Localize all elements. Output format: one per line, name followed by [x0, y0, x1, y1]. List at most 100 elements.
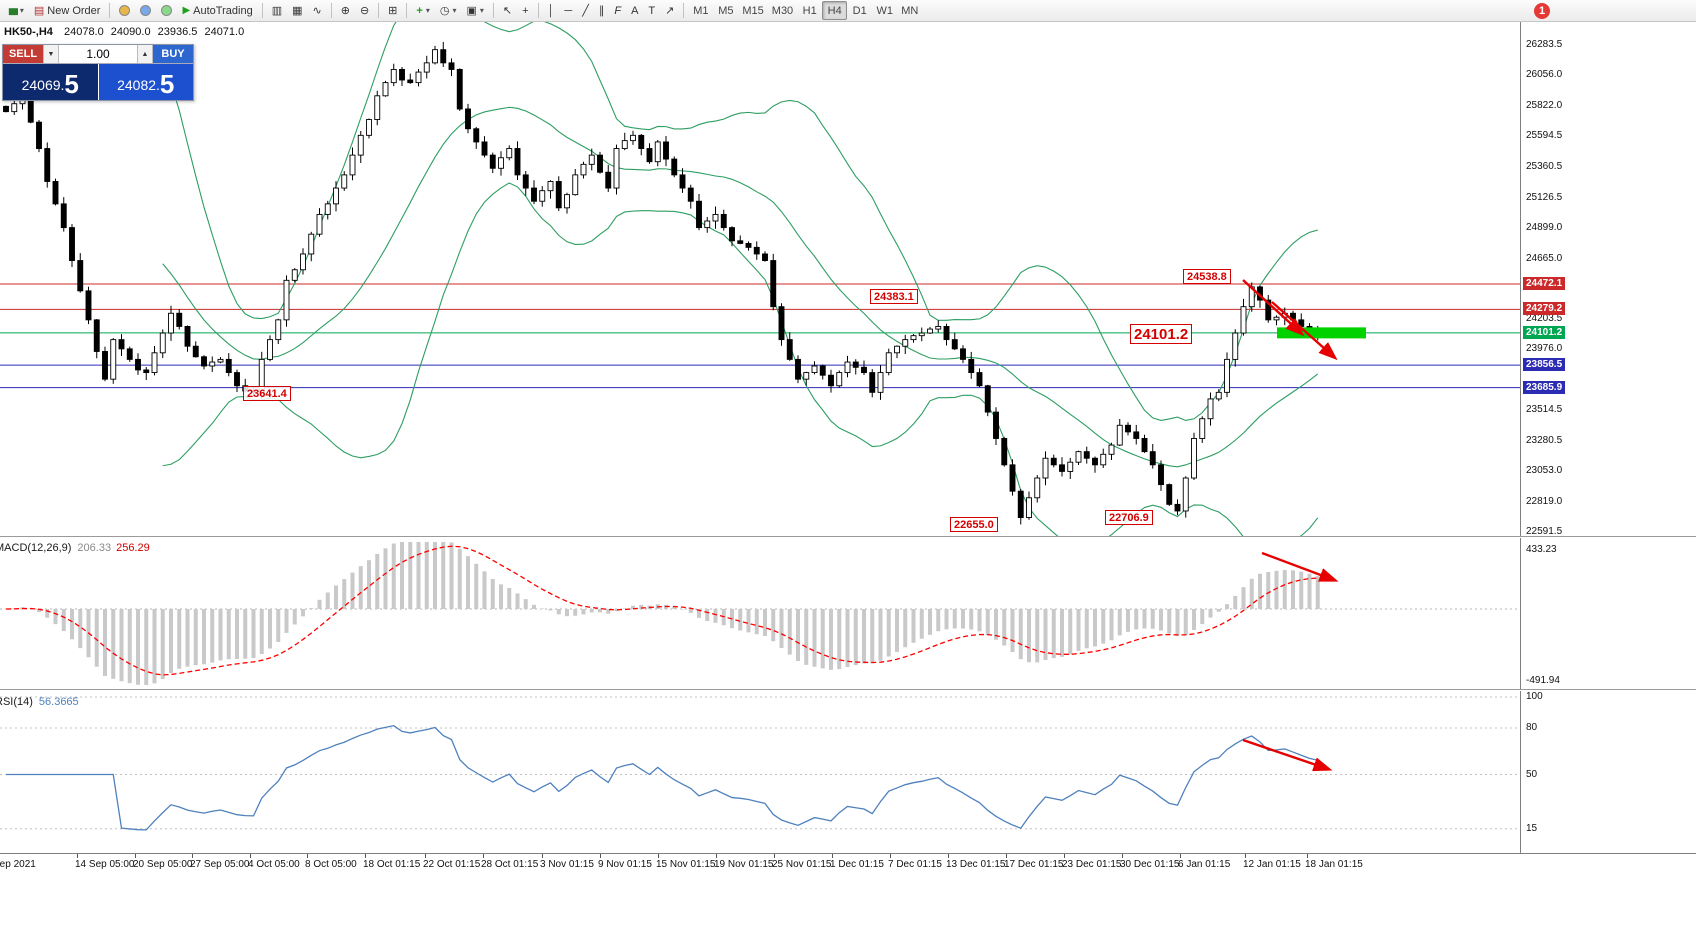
time-axis-label: 30 Dec 01:15: [1120, 859, 1180, 870]
time-axis-label: 6 Jan 01:15: [1178, 859, 1231, 870]
toolbar-separator: [330, 3, 332, 18]
volume-increase-button[interactable]: ▲: [137, 45, 153, 63]
triangle-up-icon: ▲: [141, 50, 149, 58]
timeframe-mn-button[interactable]: MN: [901, 5, 919, 17]
time-axis-label: 9 Nov 01:15: [598, 859, 652, 870]
timeframe-w1-button[interactable]: W1: [876, 5, 893, 17]
vertical-line-icon: │: [547, 4, 555, 17]
price-scale-label: 23514.5: [1526, 404, 1563, 416]
time-axis-tick: [542, 854, 543, 858]
text-label-button[interactable]: T: [643, 1, 660, 20]
price-scale[interactable]: 26283.5 26056.0 25822.0 25594.5 25360.5 25126…: [1520, 22, 1696, 853]
time-axis-label: 13 Dec 01:15: [946, 859, 1006, 870]
new-chart-button[interactable]: ▮▮▮ ▾: [3, 1, 29, 20]
toolbar-separator: [378, 3, 380, 18]
bar-chart-button[interactable]: ▥: [267, 1, 287, 20]
expert-advisors-button[interactable]: [114, 1, 135, 20]
rsi-pane[interactable]: [0, 691, 1520, 853]
buy-price[interactable]: 24082. 5: [98, 64, 193, 100]
autotrading-button[interactable]: ▶ AutoTrading: [177, 1, 257, 20]
low-value: 23936.5: [157, 26, 198, 38]
scripts-button[interactable]: [135, 1, 156, 20]
time-axis-tick: [658, 854, 659, 858]
timeframe-m1-button[interactable]: M1: [693, 5, 709, 17]
tile-windows-button[interactable]: ⊞: [383, 1, 402, 20]
channel-button[interactable]: ∥: [594, 1, 610, 20]
pane-separator[interactable]: [0, 536, 1696, 538]
price-scale-label: 25126.5: [1526, 191, 1563, 203]
candlestick-chart-button[interactable]: ▦: [287, 1, 307, 20]
timeframe-m30-button[interactable]: M30: [771, 5, 794, 17]
sell-price[interactable]: 24069. 5: [3, 64, 99, 100]
chevron-down-icon: ▾: [479, 6, 484, 15]
trendline-button[interactable]: ╱: [577, 1, 594, 20]
notification-badge[interactable]: 1: [1534, 3, 1550, 19]
time-axis-label: 1 Dec 01:15: [830, 859, 884, 870]
macd-main-value: 206.33: [77, 542, 112, 554]
horizontal-line-button[interactable]: ─: [559, 1, 577, 20]
time-axis-label: 18 Jan 01:15: [1305, 859, 1363, 870]
line-chart-button[interactable]: ∿: [308, 1, 327, 20]
sell-button[interactable]: SELL: [3, 45, 43, 63]
price-scale-label: -491.94: [1526, 675, 1560, 686]
timeframe-m5-button[interactable]: M5: [718, 5, 734, 17]
time-axis-tick: [1006, 854, 1007, 858]
main-chart-pane[interactable]: [0, 22, 1520, 536]
zoom-out-button[interactable]: ⊖: [355, 1, 374, 20]
high-value: 24090.0: [110, 26, 151, 38]
fibonacci-button[interactable]: F: [609, 1, 626, 20]
trendline-icon: ╱: [582, 4, 589, 17]
templates-button[interactable]: ▣ ▾: [461, 1, 488, 20]
chevron-down-icon: ▾: [425, 6, 430, 15]
timeframe-m15-button[interactable]: M15: [742, 5, 764, 17]
text-button[interactable]: A: [626, 1, 643, 20]
arrows-tool-button[interactable]: ↗: [660, 1, 679, 20]
market-button[interactable]: [156, 1, 177, 20]
price-line-label: 23685.9: [1523, 380, 1566, 394]
macd-signal-value: 256.29: [116, 542, 150, 554]
vertical-line-button[interactable]: │: [543, 1, 560, 20]
crosshair-button[interactable]: +: [517, 1, 533, 20]
price-scale-label: 100: [1526, 691, 1543, 702]
volume-decrease-button[interactable]: ▼: [43, 45, 59, 63]
timeframe-d1-button[interactable]: D1: [852, 5, 867, 17]
candlestick-chart-icon: ▦: [292, 4, 303, 17]
price-line-label: 23856.5: [1523, 358, 1566, 372]
buy-price-main: 24082.: [117, 77, 160, 93]
time-axis-tick: [483, 854, 484, 858]
expert-advisors-icon: [119, 5, 131, 16]
buy-button[interactable]: BUY: [153, 45, 193, 63]
buy-price-big-digit: 5: [159, 69, 175, 99]
periods-button[interactable]: ◷ ▾: [435, 1, 462, 20]
indicators-button[interactable]: + ▾: [411, 1, 434, 20]
timeframe-h1-button[interactable]: H1: [802, 5, 817, 17]
price-scale-label: 23976.0: [1526, 343, 1563, 355]
crosshair-icon: +: [522, 4, 529, 17]
time-axis-tick: [77, 854, 78, 858]
close-value: 24071.0: [204, 26, 245, 38]
timeframe-h4-button[interactable]: H4: [822, 1, 848, 20]
time-axis-label: 7 Dec 01:15: [888, 859, 942, 870]
time-axis-tick: [1245, 854, 1246, 858]
new-order-button[interactable]: ▤ New Order: [29, 1, 106, 20]
time-axis-label: 28 Oct 01:15: [481, 859, 539, 870]
template-icon: ▣: [466, 4, 477, 17]
channel-icon: ∥: [598, 4, 605, 17]
sell-price-main: 24069.: [21, 77, 65, 93]
scripts-icon: [140, 5, 152, 16]
price-line-label: 24101.2: [1523, 325, 1566, 339]
volume-input[interactable]: 1.00: [59, 45, 137, 63]
price-scale-label: 26056.0: [1526, 69, 1563, 81]
rsi-label: RSI(14) 56.3665: [0, 696, 79, 708]
pane-separator[interactable]: [0, 689, 1696, 691]
time-axis-tick: [600, 854, 601, 858]
price-scale-label: 26283.5: [1526, 39, 1563, 51]
sell-price-big-digit: 5: [64, 69, 79, 99]
macd-pane[interactable]: [0, 538, 1520, 689]
time-axis-label: 23 Dec 01:15: [1062, 859, 1122, 870]
rsi-name: RSI(14): [0, 696, 33, 708]
cursor-button[interactable]: ↖: [498, 1, 517, 20]
zoom-in-button[interactable]: ⊕: [336, 1, 355, 20]
